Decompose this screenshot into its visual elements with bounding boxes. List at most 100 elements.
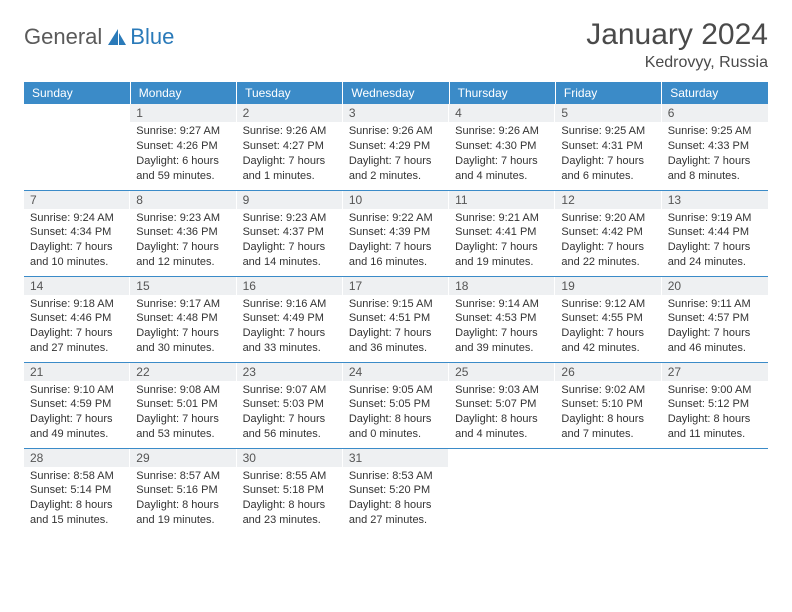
logo-text-blue: Blue [130, 24, 174, 50]
day-text: Sunrise: 9:14 AMSunset: 4:53 PMDaylight:… [455, 297, 549, 356]
day-details: Sunrise: 9:24 AMSunset: 4:34 PMDaylight:… [24, 209, 130, 274]
weekday-header: Friday [555, 82, 661, 104]
day-details: Sunrise: 8:55 AMSunset: 5:18 PMDaylight:… [237, 467, 343, 532]
day-text: Sunrise: 9:17 AMSunset: 4:48 PMDaylight:… [136, 297, 230, 356]
weekday-header: Monday [130, 82, 236, 104]
day-details: Sunrise: 9:02 AMSunset: 5:10 PMDaylight:… [555, 381, 661, 446]
calendar-body: 1Sunrise: 9:27 AMSunset: 4:26 PMDaylight… [24, 104, 768, 538]
day-number: 19 [555, 277, 661, 295]
day-number: 27 [662, 363, 768, 381]
calendar-week-row: 1Sunrise: 9:27 AMSunset: 4:26 PMDaylight… [24, 104, 768, 190]
calendar-day-cell: 21Sunrise: 9:10 AMSunset: 4:59 PMDayligh… [24, 362, 130, 448]
day-number: 24 [343, 363, 449, 381]
weekday-header: Saturday [662, 82, 768, 104]
calendar-day-cell: 15Sunrise: 9:17 AMSunset: 4:48 PMDayligh… [130, 276, 236, 362]
day-number: 22 [130, 363, 236, 381]
day-text: Sunrise: 9:02 AMSunset: 5:10 PMDaylight:… [561, 383, 655, 442]
month-title: January 2024 [586, 18, 768, 52]
day-text: Sunrise: 9:08 AMSunset: 5:01 PMDaylight:… [136, 383, 230, 442]
calendar-day-cell: 23Sunrise: 9:07 AMSunset: 5:03 PMDayligh… [237, 362, 343, 448]
day-details: Sunrise: 9:08 AMSunset: 5:01 PMDaylight:… [130, 381, 236, 446]
calendar-day-cell [555, 448, 661, 538]
logo: General Blue [24, 18, 174, 50]
calendar-page: General Blue January 2024 Kedrovyy, Russ… [0, 0, 792, 548]
day-number: 3 [343, 104, 449, 122]
day-details: Sunrise: 9:26 AMSunset: 4:30 PMDaylight:… [449, 122, 555, 187]
calendar-day-cell [449, 448, 555, 538]
calendar-week-row: 21Sunrise: 9:10 AMSunset: 4:59 PMDayligh… [24, 362, 768, 448]
day-number: 16 [237, 277, 343, 295]
day-number: 31 [343, 449, 449, 467]
calendar-table: SundayMondayTuesdayWednesdayThursdayFrid… [24, 82, 768, 538]
weekday-header: Tuesday [237, 82, 343, 104]
day-details: Sunrise: 9:12 AMSunset: 4:55 PMDaylight:… [555, 295, 661, 360]
day-text: Sunrise: 9:10 AMSunset: 4:59 PMDaylight:… [30, 383, 124, 442]
day-details: Sunrise: 9:05 AMSunset: 5:05 PMDaylight:… [343, 381, 449, 446]
day-details: Sunrise: 9:19 AMSunset: 4:44 PMDaylight:… [662, 209, 768, 274]
calendar-day-cell: 30Sunrise: 8:55 AMSunset: 5:18 PMDayligh… [237, 448, 343, 538]
day-details: Sunrise: 9:22 AMSunset: 4:39 PMDaylight:… [343, 209, 449, 274]
day-details: Sunrise: 8:53 AMSunset: 5:20 PMDaylight:… [343, 467, 449, 532]
day-text: Sunrise: 9:05 AMSunset: 5:05 PMDaylight:… [349, 383, 443, 442]
day-number: 10 [343, 191, 449, 209]
calendar-day-cell: 17Sunrise: 9:15 AMSunset: 4:51 PMDayligh… [343, 276, 449, 362]
calendar-day-cell: 6Sunrise: 9:25 AMSunset: 4:33 PMDaylight… [662, 104, 768, 190]
day-number: 13 [662, 191, 768, 209]
day-number: 18 [449, 277, 555, 295]
calendar-day-cell: 28Sunrise: 8:58 AMSunset: 5:14 PMDayligh… [24, 448, 130, 538]
day-number-empty [662, 449, 768, 467]
calendar-day-cell: 18 Sunrise: 9:14 AMSunset: 4:53 PMDayligh… [449, 276, 555, 362]
calendar-week-row: 28Sunrise: 8:58 AMSunset: 5:14 PMDayligh… [24, 448, 768, 538]
weekday-header: Wednesday [343, 82, 449, 104]
location-label: Kedrovyy, Russia [586, 54, 768, 72]
calendar-day-cell: 12Sunrise: 9:20 AMSunset: 4:42 PMDayligh… [555, 190, 661, 276]
weekday-header: Sunday [24, 82, 130, 104]
calendar-header-row: SundayMondayTuesdayWednesdayThursdayFrid… [24, 82, 768, 104]
day-number-empty [24, 104, 130, 122]
day-text: Sunrise: 8:58 AMSunset: 5:14 PMDaylight:… [30, 469, 124, 528]
calendar-day-cell: 16 Sunrise: 9:16 AMSunset: 4:49 PMDayligh… [237, 276, 343, 362]
calendar-day-cell [662, 448, 768, 538]
day-text: Sunrise: 9:23 AMSunset: 4:36 PMDaylight:… [136, 211, 230, 270]
day-text: Sunrise: 9:24 AMSunset: 4:34 PMDaylight:… [30, 211, 124, 270]
day-details: Sunrise: 9:20 AMSunset: 4:42 PMDaylight:… [555, 209, 661, 274]
day-text: Sunrise: 9:12 AMSunset: 4:55 PMDaylight:… [561, 297, 655, 356]
calendar-day-cell: 24 Sunrise: 9:05 AMSunset: 5:05 PMDayligh… [343, 362, 449, 448]
calendar-day-cell: 9 Sunrise: 9:23 AMSunset: 4:37 PMDaylight… [237, 190, 343, 276]
day-details: Sunrise: 9:15 AMSunset: 4:51 PMDaylight:… [343, 295, 449, 360]
title-block: January 2024 Kedrovyy, Russia [586, 18, 768, 72]
day-text: Sunrise: 9:19 AMSunset: 4:44 PMDaylight:… [668, 211, 762, 270]
day-details: Sunrise: 8:58 AMSunset: 5:14 PMDaylight:… [24, 467, 130, 532]
calendar-day-cell: 20Sunrise: 9:11 AMSunset: 4:57 PMDayligh… [662, 276, 768, 362]
day-text: Sunrise: 9:16 AMSunset: 4:49 PMDaylight:… [243, 297, 337, 356]
calendar-day-cell: 11Sunrise: 9:21 AMSunset: 4:41 PMDayligh… [449, 190, 555, 276]
calendar-day-cell: 8Sunrise: 9:23 AMSunset: 4:36 PMDaylight… [130, 190, 236, 276]
day-details: Sunrise: 9:03 AMSunset: 5:07 PMDaylight:… [449, 381, 555, 446]
day-text: Sunrise: 9:11 AMSunset: 4:57 PMDaylight:… [668, 297, 762, 356]
day-number-empty [449, 449, 555, 467]
day-details: Sunrise: 9:16 AMSunset: 4:49 PMDaylight:… [237, 295, 343, 360]
calendar-day-cell: 3Sunrise: 9:26 AMSunset: 4:29 PMDaylight… [343, 104, 449, 190]
calendar-day-cell [24, 104, 130, 190]
day-number: 14 [24, 277, 130, 295]
calendar-day-cell: 22 Sunrise: 9:08 AMSunset: 5:01 PMDayligh… [130, 362, 236, 448]
day-details: Sunrise: 9:11 AMSunset: 4:57 PMDaylight:… [662, 295, 768, 360]
day-number: 25 [449, 363, 555, 381]
day-text: Sunrise: 9:23 AMSunset: 4:37 PMDaylight:… [243, 211, 337, 270]
calendar-day-cell: 7Sunrise: 9:24 AMSunset: 4:34 PMDaylight… [24, 190, 130, 276]
day-number: 9 [237, 191, 343, 209]
header: General Blue January 2024 Kedrovyy, Russ… [24, 18, 768, 72]
day-text: Sunrise: 9:25 AMSunset: 4:31 PMDaylight:… [561, 124, 655, 183]
day-number: 29 [130, 449, 236, 467]
day-text: Sunrise: 8:55 AMSunset: 5:18 PMDaylight:… [243, 469, 337, 528]
day-number: 1 [130, 104, 236, 122]
day-details: Sunrise: 9:14 AMSunset: 4:53 PMDaylight:… [449, 295, 555, 360]
calendar-day-cell: 5 Sunrise: 9:25 AMSunset: 4:31 PMDaylight… [555, 104, 661, 190]
day-details: Sunrise: 9:23 AMSunset: 4:36 PMDaylight:… [130, 209, 236, 274]
day-text: Sunrise: 9:22 AMSunset: 4:39 PMDaylight:… [349, 211, 443, 270]
day-text: Sunrise: 9:26 AMSunset: 4:30 PMDaylight:… [455, 124, 549, 183]
calendar-day-cell: 13 Sunrise: 9:19 AMSunset: 4:44 PMDayligh… [662, 190, 768, 276]
day-text: Sunrise: 9:00 AMSunset: 5:12 PMDaylight:… [668, 383, 762, 442]
day-details: Sunrise: 9:21 AMSunset: 4:41 PMDaylight:… [449, 209, 555, 274]
day-number: 5 [555, 104, 661, 122]
